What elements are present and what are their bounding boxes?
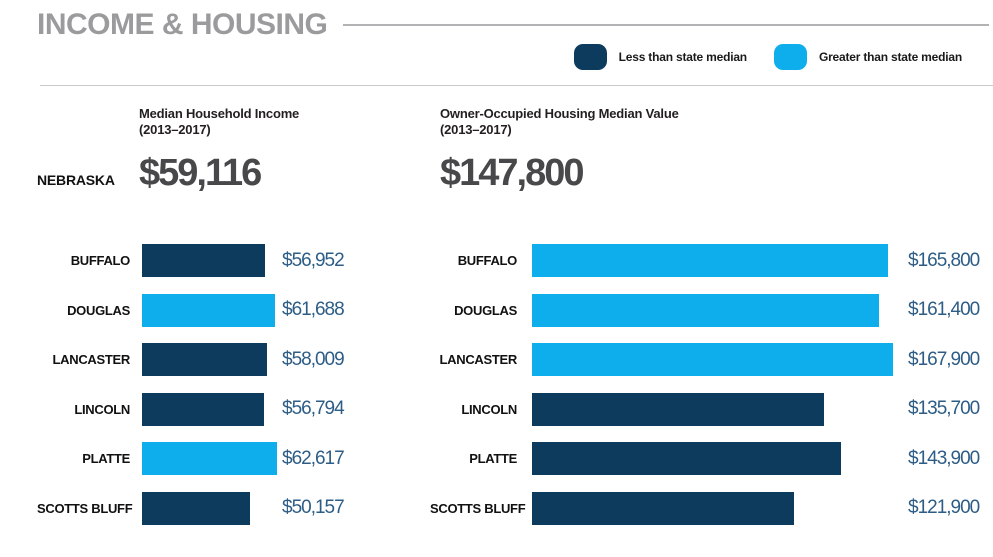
bar-value-label: $56,952 [282, 249, 345, 271]
bar [142, 343, 267, 377]
bar-value-label: $58,009 [282, 348, 345, 370]
bar-track [142, 392, 282, 426]
bar-value-label: $143,900 [908, 447, 980, 469]
bar-value-label: $50,157 [282, 497, 345, 519]
county-label: LANCASTER [52, 352, 131, 368]
bar-value-label: $56,794 [282, 398, 345, 420]
county-label: LINCOLN [461, 401, 517, 417]
below-median-swatch [573, 44, 607, 70]
bar-value-label: $135,700 [908, 398, 980, 420]
bar [142, 392, 265, 426]
bar-track [532, 293, 908, 327]
bar [532, 491, 794, 525]
bar-value-label: $161,400 [908, 299, 980, 321]
county-label: BUFFALO [457, 253, 518, 268]
income-stat-heading: Median Household Income (2013–2017) [139, 106, 299, 138]
bar-row: BUFFALO $56,952 [37, 244, 345, 277]
page-title: INCOME & HOUSING [37, 8, 328, 41]
bar-track [142, 343, 282, 377]
housing-stat-heading-line1: Owner-Occupied Housing Median Value [440, 106, 679, 121]
bar-row: LANCASTER $167,900 [430, 343, 980, 377]
bar-row: LINCOLN $135,700 [430, 392, 980, 426]
bar [142, 244, 265, 277]
bar-value-label: $62,617 [282, 447, 345, 469]
housing-stat-heading: Owner-Occupied Housing Median Value (201… [440, 106, 679, 138]
bar-track [532, 442, 908, 476]
county-label: BUFFALO [70, 253, 131, 268]
bar [532, 392, 824, 426]
title-rule [343, 24, 989, 26]
county-label: DOUGLAS [454, 302, 517, 318]
bar-track [142, 244, 282, 277]
housing-bar-chart: BUFFALO $165,800 DOUGLAS $161,400 LANCAS… [430, 244, 980, 542]
bar [532, 293, 879, 327]
income-stat-heading-period: (2013–2017) [139, 122, 211, 137]
county-label: PLATTE [469, 451, 517, 467]
bar-value-label: $61,688 [282, 299, 345, 321]
legend-label-above-median: Greater than state median [818, 50, 962, 64]
bar [532, 244, 889, 277]
bar-row: PLATTE $143,900 [430, 442, 980, 476]
above-median-swatch [773, 44, 807, 70]
income-bar-chart: BUFFALO $56,952 DOUGLAS $61,688 LANCASTE… [37, 244, 345, 542]
bar [142, 293, 275, 327]
section-divider [40, 85, 993, 86]
bar-value-label: $165,800 [908, 249, 980, 271]
header: INCOME & HOUSING [37, 8, 989, 42]
county-label: LANCASTER [439, 352, 518, 368]
bar-row: PLATTE $62,617 [37, 442, 345, 476]
bar-row: DOUGLAS $161,400 [430, 293, 980, 327]
housing-stat-heading-period: (2013–2017) [440, 122, 512, 137]
county-label: LINCOLN [74, 401, 130, 417]
county-label: SCOTTS BLUFF [37, 500, 133, 516]
bar-row: SCOTTS BLUFF $121,900 [430, 491, 980, 525]
bar-track [142, 491, 282, 525]
legend: Less than state median Greater than stat… [573, 44, 962, 70]
bar-row: LINCOLN $56,794 [37, 392, 345, 426]
income-stat-value: $59,116 [139, 152, 262, 194]
legend-item-below-median: Less than state median [573, 44, 748, 70]
legend-item-above-median: Greater than state median [773, 44, 962, 70]
state-housing-stat: Owner-Occupied Housing Median Value (201… [440, 106, 679, 195]
bar-track [532, 244, 908, 277]
housing-stat-value: $147,800 [440, 152, 584, 194]
bar-row: BUFFALO $165,800 [430, 244, 980, 277]
bar-row: SCOTTS BLUFF $50,157 [37, 491, 345, 525]
state-income-stat: Median Household Income (2013–2017) $59,… [139, 106, 299, 195]
bar-row: DOUGLAS $61,688 [37, 293, 345, 327]
bar-value-label: $121,900 [908, 497, 980, 519]
bar [532, 343, 893, 377]
bar-value-label: $167,900 [908, 348, 980, 370]
bar-track [532, 343, 908, 377]
bar [532, 442, 842, 476]
county-label: DOUGLAS [67, 302, 130, 318]
income-stat-heading-line1: Median Household Income [139, 106, 300, 121]
bar-track [142, 442, 282, 476]
bar [142, 442, 277, 476]
legend-label-below-median: Less than state median [618, 50, 748, 64]
bar-track [532, 392, 908, 426]
bar-track [142, 293, 282, 327]
county-label: SCOTTS BLUFF [430, 500, 526, 516]
bar-track [532, 491, 908, 525]
state-name: NEBRASKA [37, 172, 115, 188]
bar-row: LANCASTER $58,009 [37, 343, 345, 377]
bar [142, 491, 251, 525]
county-label: PLATTE [82, 451, 130, 467]
